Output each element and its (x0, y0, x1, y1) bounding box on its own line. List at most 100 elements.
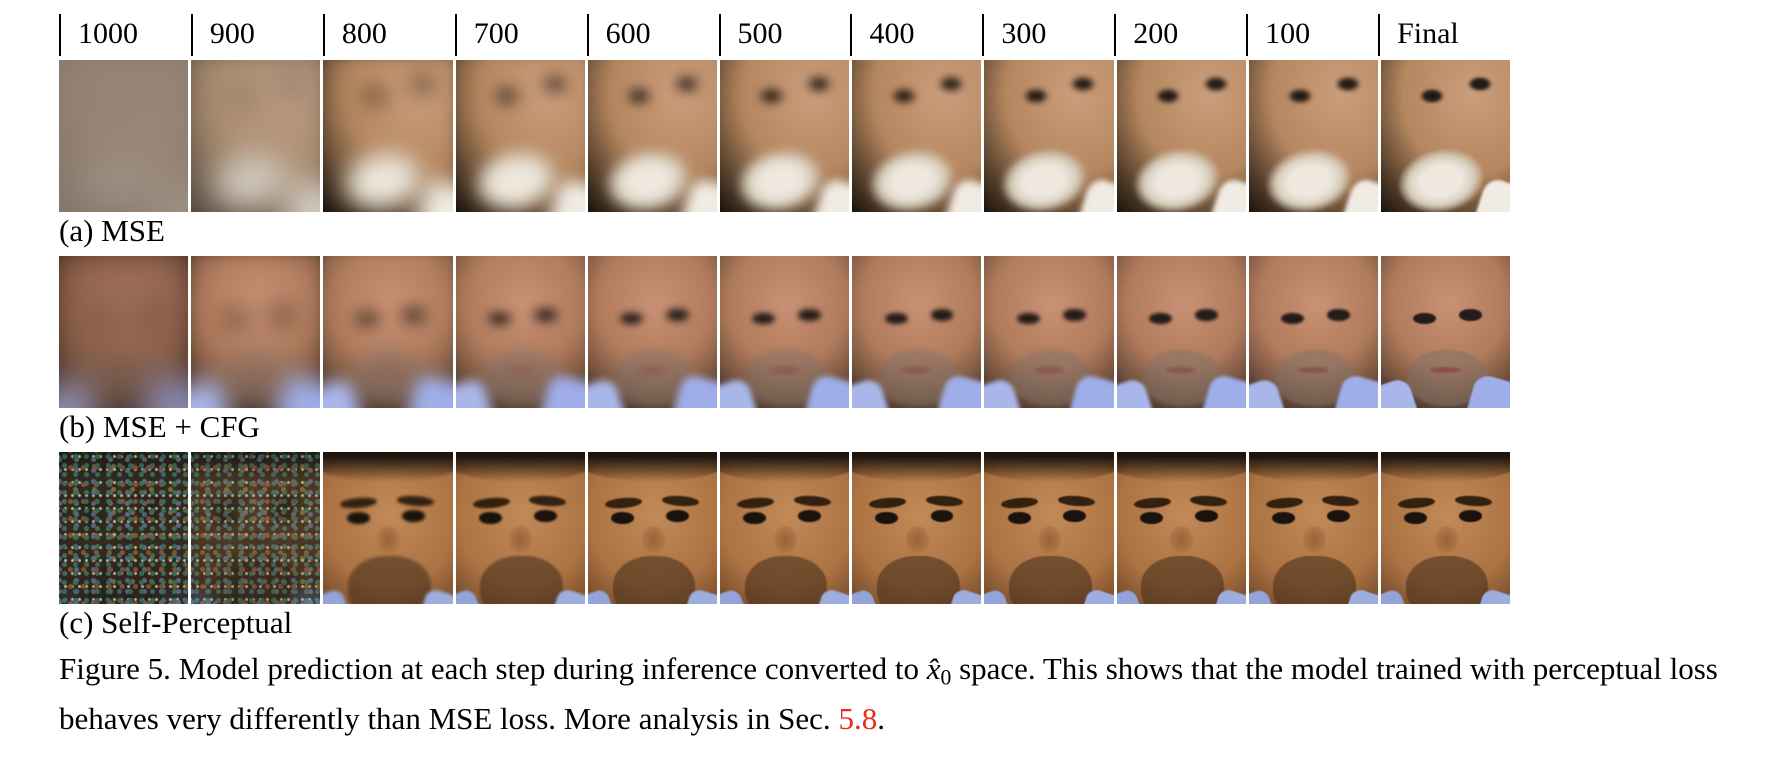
face-part-eye (229, 88, 256, 105)
timestep-column: Final (1378, 14, 1510, 58)
timestep-label: 500 (737, 17, 783, 50)
face-part-mouth (240, 367, 272, 374)
caption-text: . (877, 701, 885, 737)
face-part-eye (487, 312, 511, 325)
face-art (719, 256, 850, 408)
face-part-eye (401, 309, 425, 321)
face-part-eye (478, 512, 502, 524)
face-part-eye (798, 510, 822, 522)
face-part-mouth (504, 367, 536, 374)
timestep-column: 700 (454, 14, 587, 58)
face-part-eye (1194, 510, 1218, 522)
face-art (984, 256, 1114, 408)
face-part-eye (1413, 312, 1437, 325)
face-image-cell-c-800 (323, 452, 453, 604)
face-art (587, 256, 717, 408)
timestep-column: 100 (1246, 14, 1378, 58)
face-part-nose (1170, 526, 1194, 553)
face-part-eye (1062, 510, 1086, 522)
face-image-cell-b-900 (191, 256, 321, 408)
face-image-cell-c-400 (852, 452, 982, 604)
image-strip-b (59, 256, 1511, 408)
noise-texture-overlay (191, 452, 321, 604)
timestep-column: 500 (718, 14, 851, 58)
face-part-eye (884, 312, 908, 325)
face-part-eye (798, 309, 822, 321)
face-part-stubble (1273, 556, 1357, 604)
face-part-eye (930, 309, 954, 321)
face-art (455, 60, 585, 212)
face-image-cell-a-400 (852, 60, 982, 212)
timestep-label: 400 (869, 17, 915, 50)
face-image-cell-a-700 (455, 60, 585, 212)
face-part-eye (620, 312, 644, 325)
face-part-eye (346, 512, 370, 524)
face-part-eye (494, 88, 521, 105)
face-part-eye (1404, 512, 1428, 524)
tick-mark (1114, 14, 1117, 56)
face-part-stubble (744, 556, 828, 604)
timestep-column: 400 (850, 14, 982, 58)
face-part-eye (1148, 312, 1172, 325)
face-art (191, 60, 321, 212)
face-part-mouth (1033, 367, 1065, 374)
face-part-mouth (901, 367, 933, 374)
face-part-eye (875, 512, 899, 524)
face-part-mouth (1165, 367, 1197, 374)
face-art (59, 256, 189, 408)
face-art (852, 452, 982, 604)
face-part-stubble (1141, 556, 1224, 604)
blur-wash-overlay (59, 256, 189, 408)
face-image-cell-b-700 (455, 256, 585, 408)
face-art (719, 452, 850, 604)
face-part-nose (641, 526, 665, 553)
face-image-cell-c-300 (984, 452, 1114, 604)
face-part-eye (401, 510, 425, 522)
face-image-cell-b-400 (852, 256, 982, 408)
face-part-eye (890, 88, 917, 105)
face-part-nose (1302, 526, 1326, 553)
timestep-ruler: 1000 900 800 700 600 500 400 300 200 100 Final (59, 14, 1510, 58)
face-art (455, 452, 585, 604)
caption-text: 0 (940, 665, 952, 690)
face-part-nose (509, 526, 533, 553)
timestep-label: 200 (1133, 17, 1179, 50)
face-part-eye (1070, 76, 1097, 92)
face-part-hair (1380, 452, 1511, 483)
face-part-hair (323, 452, 453, 483)
face-art (852, 256, 982, 408)
face-part-eye (1327, 510, 1351, 522)
face-image-cell-c-500 (719, 452, 850, 604)
face-part-eye (223, 312, 247, 325)
face-part-hair (1248, 452, 1378, 483)
face-part-stubble (1405, 556, 1489, 604)
face-art (323, 60, 453, 212)
face-image-cell-a-200 (1116, 60, 1246, 212)
face-art (984, 452, 1114, 604)
timestep-column: 300 (982, 14, 1114, 58)
face-part-eye (361, 88, 388, 105)
face-art (323, 452, 453, 604)
face-image-cell-b-800 (323, 256, 453, 408)
face-part-eye (1022, 88, 1049, 105)
face-part-nose (773, 526, 797, 553)
face-part-eye (626, 88, 653, 105)
face-part-eye (1466, 76, 1493, 92)
face-image-cell-a-1000 (59, 60, 189, 212)
face-image-cell-a-600 (587, 60, 717, 212)
face-part-eye (1007, 512, 1031, 524)
face-image-cell-a-300 (984, 60, 1114, 212)
face-part-eye (1271, 512, 1295, 524)
caption-text: behaves very differently than MSE loss. … (59, 701, 839, 737)
face-image-cell-b-final (1380, 256, 1511, 408)
section-ref-link[interactable]: 5.8 (838, 701, 878, 737)
face-art (1380, 256, 1511, 408)
timestep-column: 1000 (59, 14, 191, 58)
face-part-eye (758, 88, 785, 105)
face-part-eye (930, 510, 954, 522)
image-strip-c (59, 452, 1511, 604)
face-art (1116, 256, 1246, 408)
face-image-cell-b-200 (1116, 256, 1246, 408)
face-image-cell-c-1000 (59, 452, 189, 604)
face-part-eye (91, 312, 115, 325)
